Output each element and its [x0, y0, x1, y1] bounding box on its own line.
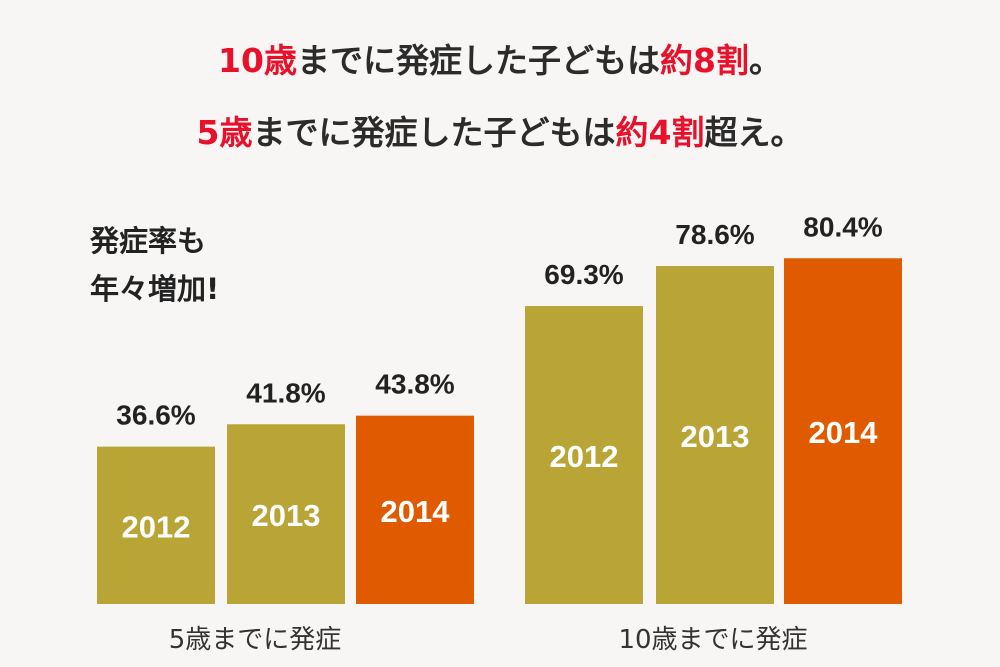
- bar-year-label: 2013: [252, 498, 321, 533]
- bar-year-label: 2014: [809, 415, 879, 450]
- headline-text: までに発症した子どもは: [252, 113, 616, 152]
- headline-text: までに発症した子どもは: [296, 41, 660, 80]
- bar-value-label: 43.8%: [375, 369, 454, 400]
- bar-2014: [356, 415, 474, 604]
- headline-text: 超え。: [704, 113, 804, 152]
- bar-value-label: 36.6%: [116, 400, 195, 431]
- group-label: 10歳までに発症: [618, 625, 807, 655]
- headline-line-2: 5歳までに発症した子どもは約4割超え。: [0, 106, 1000, 154]
- bar-year-label: 2012: [550, 439, 619, 474]
- bar-year-label: 2014: [381, 494, 451, 529]
- headline-text: 。: [748, 41, 782, 80]
- bar-2012: [97, 446, 215, 604]
- bar-value-label: 80.4%: [803, 211, 882, 242]
- bar-value-label: 69.3%: [544, 259, 623, 290]
- headline-highlight: 10歳: [218, 41, 297, 80]
- bar-year-label: 2013: [681, 419, 750, 454]
- side-note-line-2: 年々増加!: [90, 272, 220, 306]
- bar-2014: [784, 258, 902, 604]
- bar-value-label: 78.6%: [675, 219, 754, 250]
- headline-highlight: 5歳: [196, 113, 253, 152]
- headline-line-1: 10歳までに発症した子どもは約8割。: [0, 34, 1000, 82]
- headline-highlight: 約8割: [659, 41, 749, 80]
- group-label: 5歳までに発症: [169, 625, 342, 655]
- headline-highlight: 約4割: [615, 113, 705, 152]
- bar-2013: [656, 266, 774, 604]
- bar-2012: [525, 306, 643, 604]
- bar-2013: [227, 424, 345, 604]
- side-note-line-1: 発症率も: [90, 224, 207, 258]
- bar-value-label: 41.8%: [246, 377, 325, 408]
- bar-year-label: 2012: [122, 509, 191, 544]
